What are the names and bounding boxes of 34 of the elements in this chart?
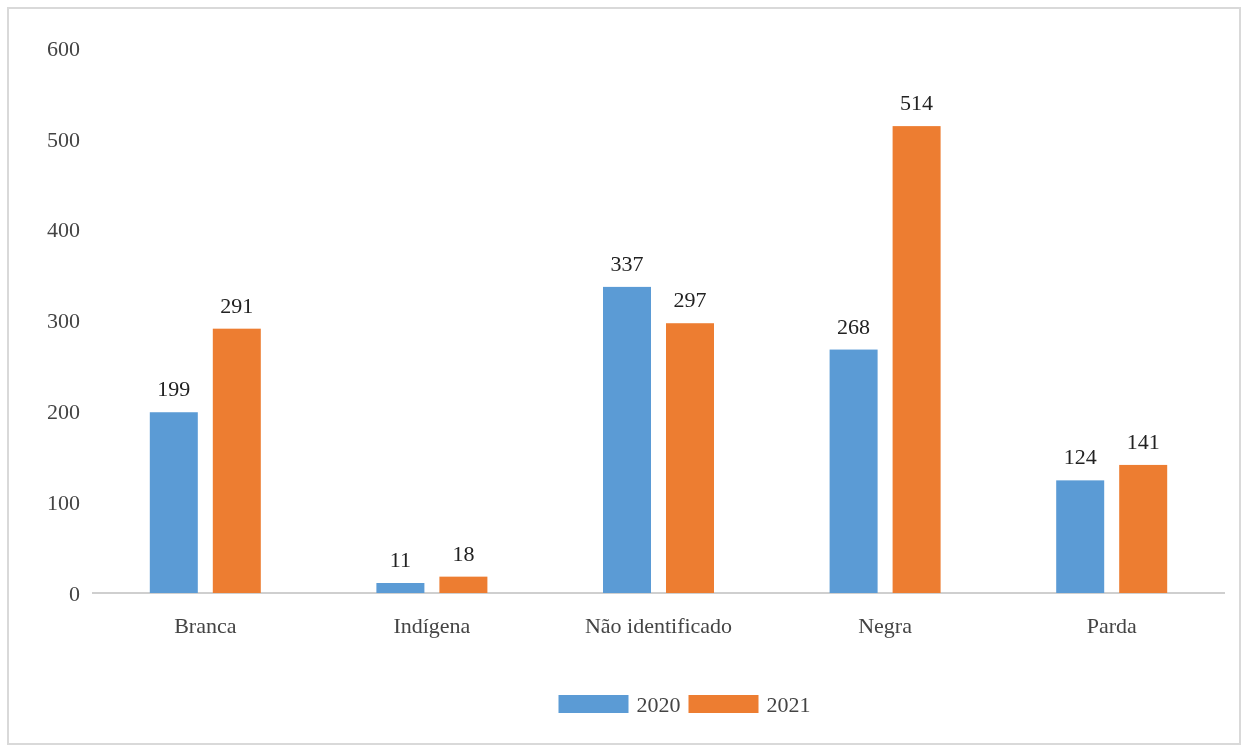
y-tick-label: 200 [47, 399, 80, 425]
data-label: 514 [900, 90, 934, 116]
bar [212, 328, 261, 593]
data-label: 141 [1126, 428, 1160, 454]
y-tick-label: 500 [47, 126, 80, 152]
data-label: 337 [610, 250, 644, 276]
data-label: 268 [837, 313, 871, 339]
data-label: 291 [220, 292, 254, 318]
bar [439, 576, 488, 593]
bar [1056, 480, 1105, 593]
bar [603, 286, 651, 593]
data-label: 18 [452, 540, 475, 566]
data-label: 11 [389, 547, 411, 573]
data-label: 199 [157, 376, 191, 402]
legend-label: 2020 [636, 691, 681, 717]
y-tick-label: 0 [69, 580, 80, 606]
data-label: 297 [673, 287, 707, 313]
bar [666, 323, 714, 593]
y-tick-label: 300 [47, 308, 80, 334]
data-label: 124 [1063, 444, 1097, 470]
bar [376, 583, 425, 593]
x-tick-label: Branca [174, 613, 237, 638]
x-tick-label: Não identificado [584, 613, 733, 638]
bar [1119, 464, 1168, 593]
bar [829, 349, 878, 593]
bar [149, 412, 198, 593]
y-tick-label: 100 [47, 489, 80, 515]
x-tick-label: Parda [1086, 613, 1137, 638]
y-tick-label: 600 [47, 35, 80, 61]
y-tick-label: 400 [47, 217, 80, 243]
legend-label: 2021 [766, 691, 811, 717]
bar [892, 126, 941, 593]
x-tick-label: Negra [858, 613, 913, 638]
x-tick-label: Indígena [393, 613, 471, 638]
